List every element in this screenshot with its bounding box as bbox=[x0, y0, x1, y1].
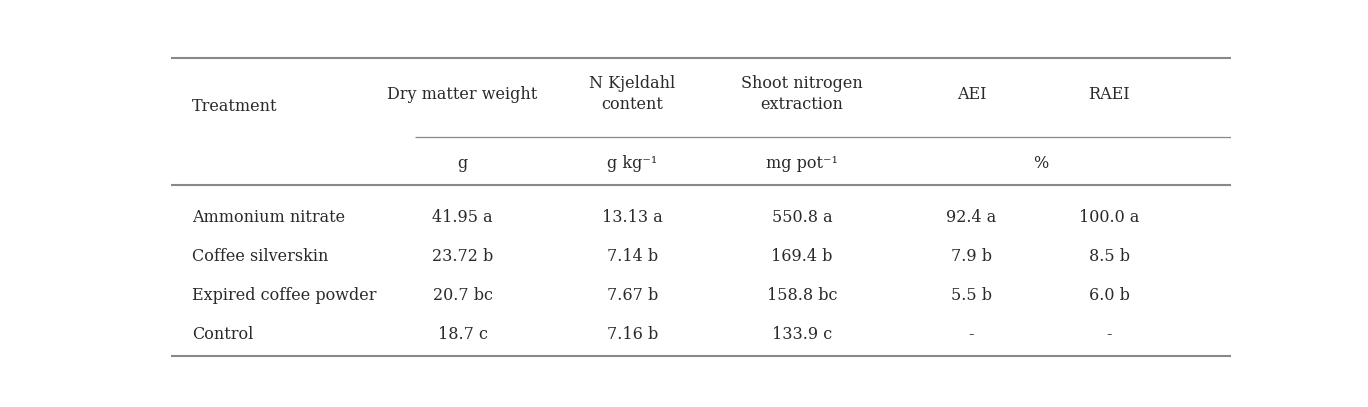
Text: 158.8 bc: 158.8 bc bbox=[766, 287, 837, 304]
Text: 7.67 b: 7.67 b bbox=[606, 287, 658, 304]
Text: 100.0 a: 100.0 a bbox=[1079, 209, 1140, 226]
Text: Shoot nitrogen
extraction: Shoot nitrogen extraction bbox=[741, 75, 863, 113]
Text: Expired coffee powder: Expired coffee powder bbox=[192, 287, 376, 304]
Text: 133.9 c: 133.9 c bbox=[772, 326, 832, 343]
Text: Control: Control bbox=[192, 326, 253, 343]
Text: Dry matter weight: Dry matter weight bbox=[387, 86, 538, 103]
Text: RAEI: RAEI bbox=[1089, 86, 1130, 103]
Text: N Kjeldahl
content: N Kjeldahl content bbox=[590, 75, 676, 113]
Text: 550.8 a: 550.8 a bbox=[772, 209, 832, 226]
Text: 18.7 c: 18.7 c bbox=[438, 326, 487, 343]
Text: 13.13 a: 13.13 a bbox=[602, 209, 662, 226]
Text: 169.4 b: 169.4 b bbox=[772, 248, 833, 265]
Text: 92.4 a: 92.4 a bbox=[947, 209, 996, 226]
Text: -: - bbox=[969, 326, 974, 343]
Text: 7.14 b: 7.14 b bbox=[606, 248, 658, 265]
Text: 23.72 b: 23.72 b bbox=[432, 248, 494, 265]
Text: AEI: AEI bbox=[956, 86, 986, 103]
Text: -: - bbox=[1107, 326, 1112, 343]
Text: g kg⁻¹: g kg⁻¹ bbox=[607, 155, 657, 172]
Text: 6.0 b: 6.0 b bbox=[1089, 287, 1130, 304]
Text: 7.9 b: 7.9 b bbox=[951, 248, 992, 265]
Text: mg pot⁻¹: mg pot⁻¹ bbox=[766, 155, 837, 172]
Text: 41.95 a: 41.95 a bbox=[432, 209, 492, 226]
Text: g: g bbox=[457, 155, 468, 172]
Text: 8.5 b: 8.5 b bbox=[1089, 248, 1130, 265]
Text: Treatment: Treatment bbox=[192, 98, 278, 115]
Text: 20.7 bc: 20.7 bc bbox=[432, 287, 492, 304]
Text: 7.16 b: 7.16 b bbox=[606, 326, 658, 343]
Text: 5.5 b: 5.5 b bbox=[951, 287, 992, 304]
Text: Ammonium nitrate: Ammonium nitrate bbox=[192, 209, 345, 226]
Text: %: % bbox=[1033, 155, 1048, 172]
Text: Coffee silverskin: Coffee silverskin bbox=[192, 248, 328, 265]
